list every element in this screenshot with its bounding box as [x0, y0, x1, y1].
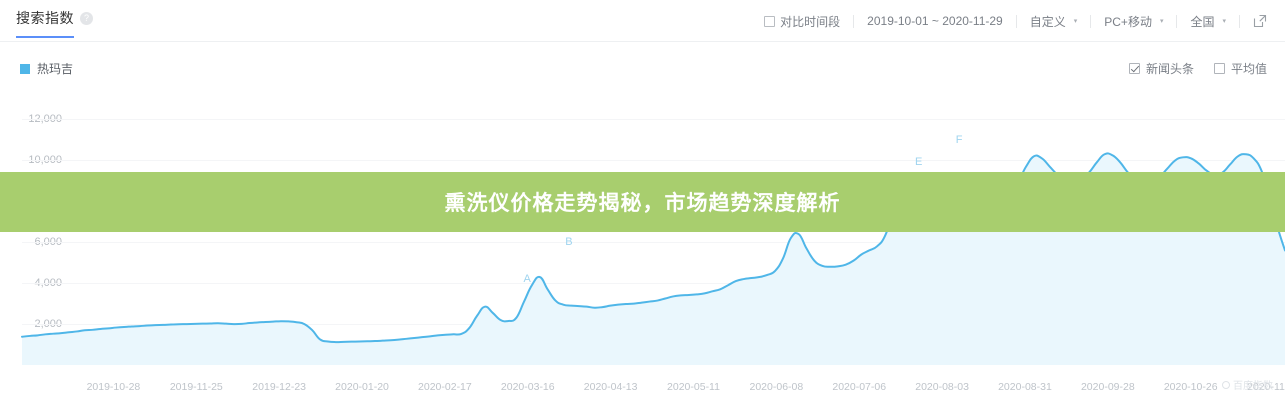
- chart-options-legend: 新闻头条 平均值: [1128, 60, 1267, 77]
- compare-period-label: 对比时间段: [780, 14, 841, 29]
- divider: [1239, 14, 1240, 28]
- chart-annotation-marker[interactable]: B: [565, 236, 573, 249]
- series-legend-label: 热玛吉: [37, 62, 74, 76]
- plot-area[interactable]: ABCEF: [0, 90, 1285, 375]
- tab-search-index[interactable]: 搜索指数 ?: [16, 8, 93, 38]
- promo-banner: 熏洗仪价格走势揭秘，市场趋势深度解析: [0, 172, 1285, 232]
- x-axis-tick: 2019-10-28: [86, 381, 141, 393]
- divider: [1176, 14, 1178, 28]
- average-label: 平均值: [1230, 62, 1267, 76]
- gridline: [22, 119, 1285, 121]
- gridline: [22, 242, 1285, 244]
- x-axis-tick: 2019-12-23: [252, 381, 307, 393]
- custom-range-dropdown[interactable]: 自定义 ▾: [1017, 13, 1091, 30]
- news-headline-label: 新闻头条: [1145, 62, 1194, 76]
- x-axis-tick: 2019-11-25: [169, 381, 223, 393]
- chart-annotation-marker[interactable]: A: [523, 272, 531, 285]
- device-label: PC+移动: [1104, 14, 1152, 29]
- date-range-value: 2019-10-01 ~ 2020-11-29: [867, 14, 1003, 28]
- watermark: 百度指数: [1222, 377, 1273, 392]
- checkbox-checked-icon[interactable]: [1128, 63, 1140, 74]
- region-label: 全国: [1190, 14, 1215, 29]
- date-range-selector[interactable]: 2019-10-01 ~ 2020-11-29: [854, 14, 1016, 28]
- watermark-label: 百度指数: [1233, 381, 1273, 392]
- average-toggle[interactable]: 平均值: [1213, 60, 1267, 77]
- header-controls: 对比时间段 2019-10-01 ~ 2020-11-29 自定义 ▾ PC+移…: [751, 0, 1271, 42]
- compare-period-toggle[interactable]: 对比时间段: [751, 13, 853, 30]
- divider: [1090, 14, 1092, 28]
- x-axis-tick: 2020-04-13: [583, 381, 638, 393]
- export-button[interactable]: [1240, 14, 1271, 28]
- chevron-down-icon: ▾: [1222, 18, 1226, 25]
- panel-header: 搜索指数 ? 对比时间段 2019-10-01 ~ 2020-11-29 自定义…: [0, 0, 1285, 42]
- x-axis-tick: 2020-10-26: [1163, 381, 1218, 393]
- x-axis-tick: 2020-08-03: [915, 381, 969, 393]
- x-axis-tick: 2020-08-31: [998, 381, 1052, 393]
- promo-banner-text: 熏洗仪价格走势揭秘，市场趋势深度解析: [444, 191, 841, 215]
- news-headline-toggle[interactable]: 新闻头条: [1128, 60, 1194, 77]
- x-axis-tick: 2020-09-28: [1080, 381, 1135, 393]
- series-color-swatch: [20, 63, 30, 74]
- x-axis-tick: 2020-06-08: [749, 381, 804, 393]
- x-axis-tick: 2020-01-20: [335, 381, 389, 393]
- tab-search-index-label: 搜索指数: [16, 10, 74, 26]
- device-dropdown[interactable]: PC+移动 ▾: [1091, 13, 1176, 30]
- divider: [1015, 14, 1017, 28]
- question-mark-icon[interactable]: ?: [80, 11, 93, 25]
- gridline: [22, 160, 1285, 162]
- chevron-down-icon: ▾: [1073, 18, 1078, 25]
- tab-active-underline: [16, 36, 74, 38]
- baidu-logo-icon: [1222, 380, 1230, 389]
- series-line-热玛吉: [21, 152, 1285, 365]
- checkbox-icon[interactable]: [764, 15, 776, 27]
- x-axis-tick: 2020-02-17: [418, 381, 472, 393]
- external-link-icon: [1253, 14, 1267, 28]
- series-legend[interactable]: 热玛吉: [20, 60, 73, 77]
- checkbox-icon[interactable]: [1213, 63, 1225, 74]
- x-axis: 2019-10-28 2019-11-25 2019-12-23 2020-01-20…: [0, 375, 1285, 400]
- custom-range-label: 自定义: [1029, 14, 1066, 29]
- x-axis-tick: 2020-11-23: [1247, 381, 1285, 393]
- gridline: [22, 283, 1285, 285]
- divider: [853, 14, 855, 28]
- x-axis-tick: 2020-07-06: [832, 381, 887, 393]
- chart-annotation-marker[interactable]: E: [915, 156, 923, 169]
- chevron-down-icon: ▾: [1159, 18, 1164, 25]
- region-dropdown[interactable]: 全国 ▾: [1177, 13, 1239, 30]
- chart-annotation-marker[interactable]: F: [955, 133, 963, 146]
- x-axis-tick: 2020-05-11: [667, 381, 720, 393]
- x-axis-tick: 2020-03-16: [500, 381, 555, 393]
